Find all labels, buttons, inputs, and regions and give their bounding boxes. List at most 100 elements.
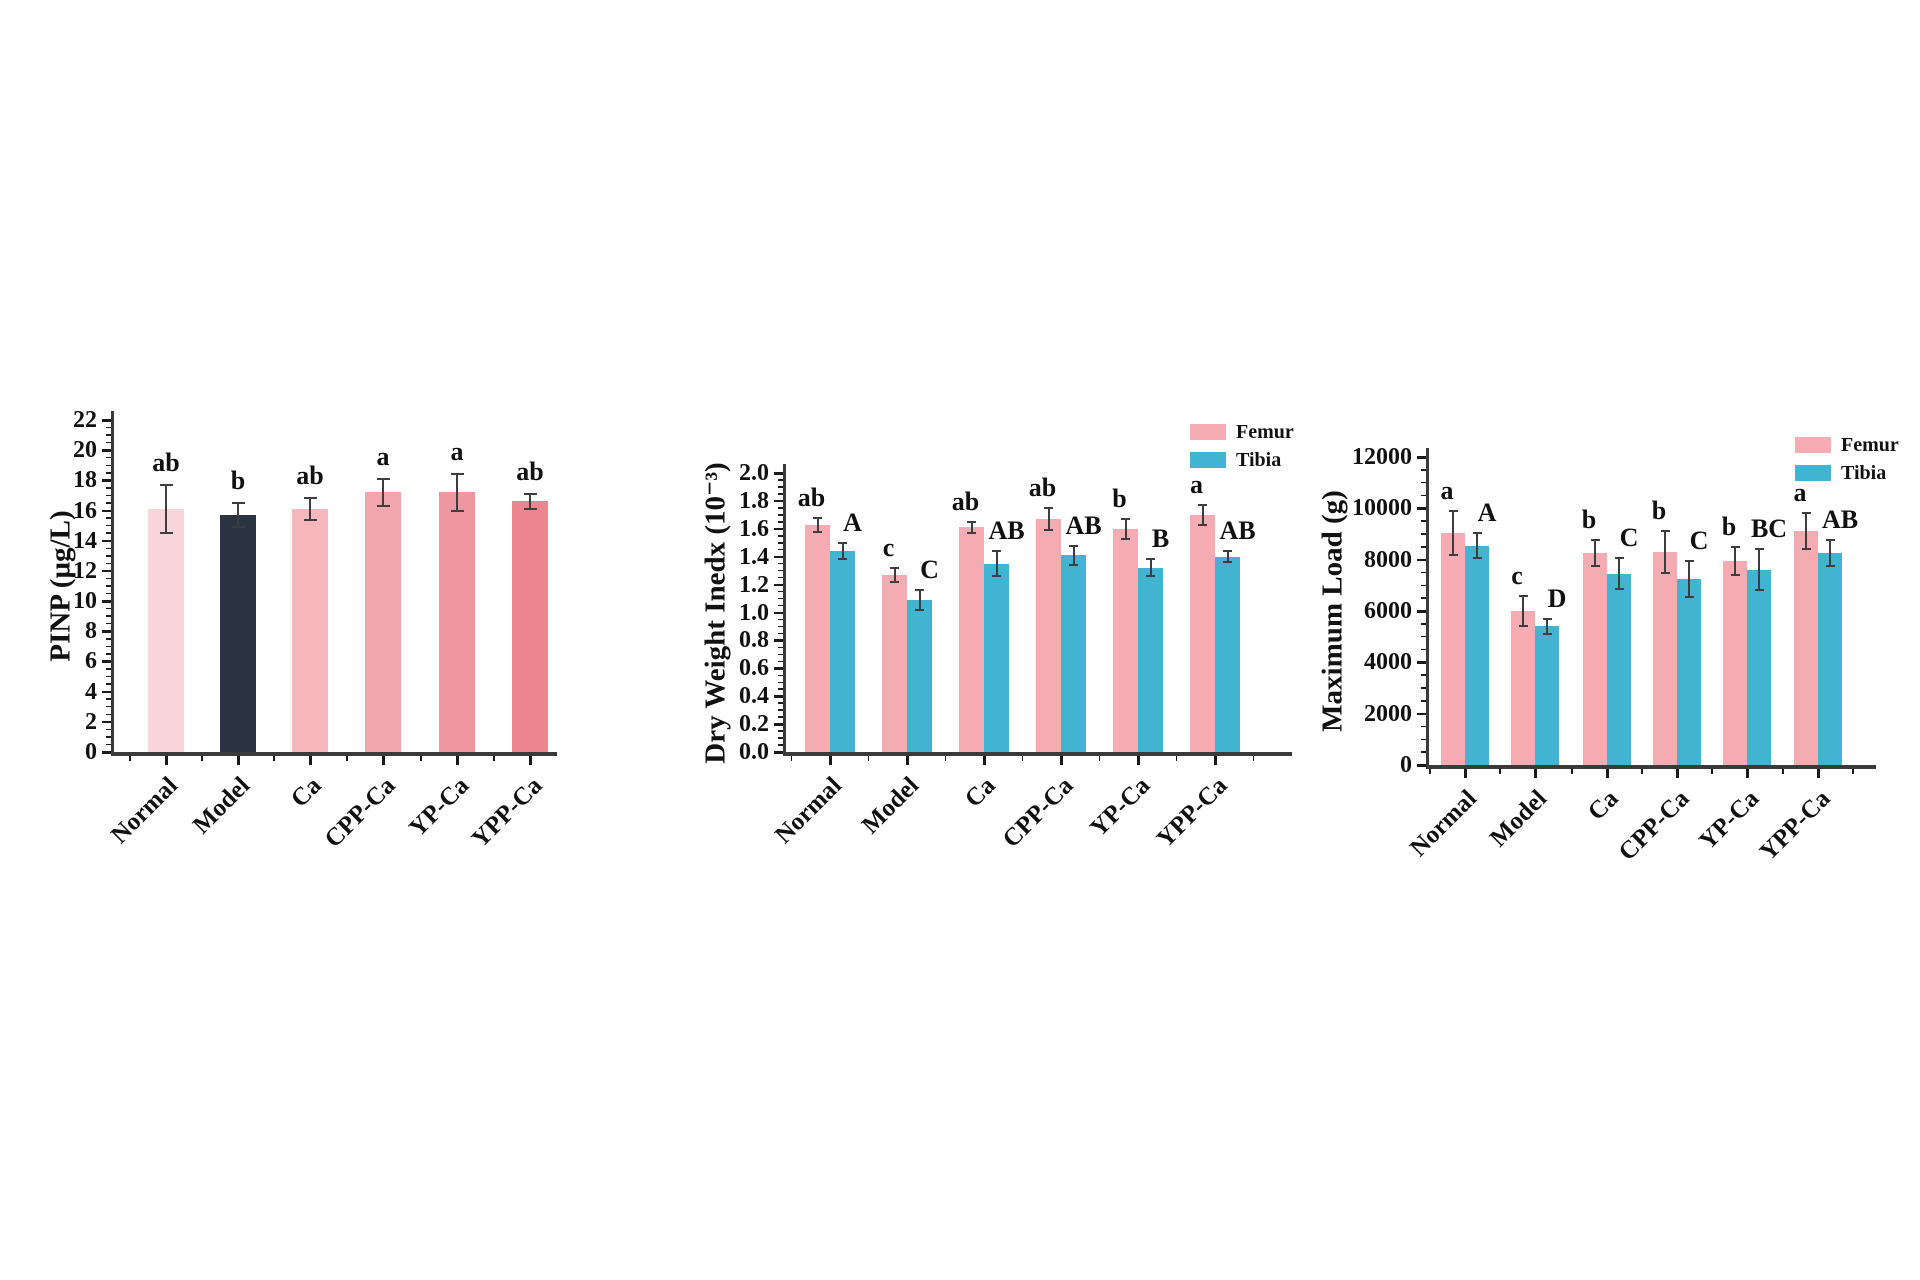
y-minor-tick — [778, 674, 783, 677]
error-bar-line — [1072, 545, 1075, 566]
x-tick — [1606, 769, 1609, 778]
error-bar-cap-bottom — [1069, 564, 1078, 567]
error-bar-cap-top — [1614, 557, 1624, 560]
y-minor-tick — [1421, 738, 1426, 741]
y-minor-tick — [778, 604, 783, 607]
sig-letter-femur: a — [1793, 478, 1807, 508]
y-tick — [102, 751, 111, 754]
sig-letter-femur: a — [1440, 475, 1454, 505]
error-bar-cap-top — [1044, 506, 1053, 509]
y-minor-tick — [106, 743, 111, 746]
y-tick-label: 10 — [73, 588, 97, 615]
bar-tibia — [1138, 567, 1163, 752]
error-bar-cap-top — [1198, 504, 1207, 507]
y-minor-tick — [106, 426, 111, 429]
error-bar-cap-bottom — [231, 526, 245, 529]
x-minor-tick — [944, 756, 947, 761]
y-tick — [102, 660, 111, 663]
y-minor-tick — [106, 441, 111, 444]
error-bar-line — [1201, 505, 1204, 525]
y-minor-tick — [778, 590, 783, 593]
sig-letter-femur: c — [1511, 560, 1523, 590]
x-minor-tick — [1571, 769, 1573, 774]
y-minor-tick — [778, 542, 783, 544]
y-minor-tick — [778, 625, 783, 628]
legend-swatch-tibia — [1190, 452, 1226, 468]
sig-letter-femur: a — [1190, 470, 1203, 500]
error-bar-cap-bottom — [450, 509, 464, 512]
bar-femur — [1653, 551, 1677, 765]
error-bar-line — [1734, 546, 1736, 576]
y-minor-tick — [778, 562, 783, 565]
x-tick-label: Ca — [1583, 785, 1625, 826]
y-tick — [1417, 507, 1426, 510]
sig-letter: b — [230, 466, 246, 495]
x-tick — [382, 756, 385, 765]
y-tick — [102, 539, 111, 543]
y-tick — [1417, 610, 1426, 613]
y-axis-line — [1426, 448, 1429, 768]
sig-letter: ab — [516, 456, 544, 486]
sig-letter-femur: c — [882, 532, 895, 562]
sig-letter-tibia: A — [1477, 497, 1497, 527]
x-tick — [829, 756, 832, 765]
error-bar-cap-top — [376, 477, 390, 480]
x-tick-label: Normal — [1405, 785, 1483, 863]
y-minor-tick — [1421, 597, 1426, 599]
y-minor-tick — [1421, 648, 1426, 651]
y-minor-tick — [778, 702, 783, 704]
x-tick — [1060, 756, 1063, 765]
error-bar-line — [1522, 595, 1524, 627]
x-tick — [1214, 756, 1217, 765]
error-bar-cap-top — [967, 520, 976, 523]
error-bar-cap-bottom — [159, 532, 173, 535]
sig-letter-tibia: C — [920, 555, 939, 585]
x-minor-tick — [867, 756, 870, 761]
bar-femur — [1190, 514, 1215, 752]
sig-letter-tibia: AB — [988, 516, 1025, 546]
error-bar-cap-bottom — [1223, 561, 1232, 564]
y-minor-tick — [1421, 494, 1426, 497]
sig-letter: ab — [296, 461, 324, 491]
error-bar-cap-top — [1069, 544, 1078, 547]
error-bar-cap-bottom — [1448, 553, 1458, 556]
y-axis-line — [783, 464, 786, 755]
y-minor-tick — [106, 547, 111, 550]
bar-tibia — [1061, 555, 1086, 752]
y-minor-tick — [106, 615, 111, 617]
error-bar-cap-bottom — [1542, 633, 1552, 636]
y-minor-tick — [778, 632, 783, 635]
y-minor-tick — [106, 713, 111, 716]
bar-femur — [882, 574, 907, 752]
error-bar-cap-top — [1660, 530, 1670, 533]
sig-letter-tibia: AB — [1821, 505, 1859, 535]
y-minor-tick — [106, 532, 111, 534]
sig-letter-tibia: C — [1689, 525, 1709, 555]
sig-letter-tibia: BC — [1750, 514, 1788, 544]
error-bar-line — [1805, 513, 1807, 550]
y-minor-tick — [778, 681, 783, 683]
error-bar-cap-top — [1146, 558, 1155, 561]
error-bar-cap-top — [1448, 509, 1458, 512]
error-bar-cap-top — [303, 497, 317, 500]
x-axis-line — [783, 752, 1292, 756]
y-tick-label: 8 — [85, 618, 97, 645]
x-tick — [906, 756, 909, 765]
error-bar-cap-bottom — [1660, 571, 1670, 574]
bar — [439, 492, 475, 752]
error-bar-cap-top — [915, 589, 924, 592]
error-bar-cap-bottom — [838, 558, 847, 561]
legend-label-femur: Femur — [1236, 421, 1294, 443]
y-minor-tick — [1421, 481, 1426, 484]
x-tick-label: YPP-Ca — [1754, 785, 1836, 866]
error-bar-line — [165, 484, 167, 534]
y-tick-label: 1.0 — [739, 599, 769, 626]
x-axis-line — [1426, 765, 1876, 769]
y-minor-tick — [778, 744, 783, 746]
y-tick — [102, 419, 111, 422]
error-bar-line — [1688, 560, 1690, 597]
y-tick-label: 0.0 — [739, 739, 769, 765]
y-minor-tick — [778, 521, 783, 523]
y-minor-tick — [778, 569, 783, 572]
